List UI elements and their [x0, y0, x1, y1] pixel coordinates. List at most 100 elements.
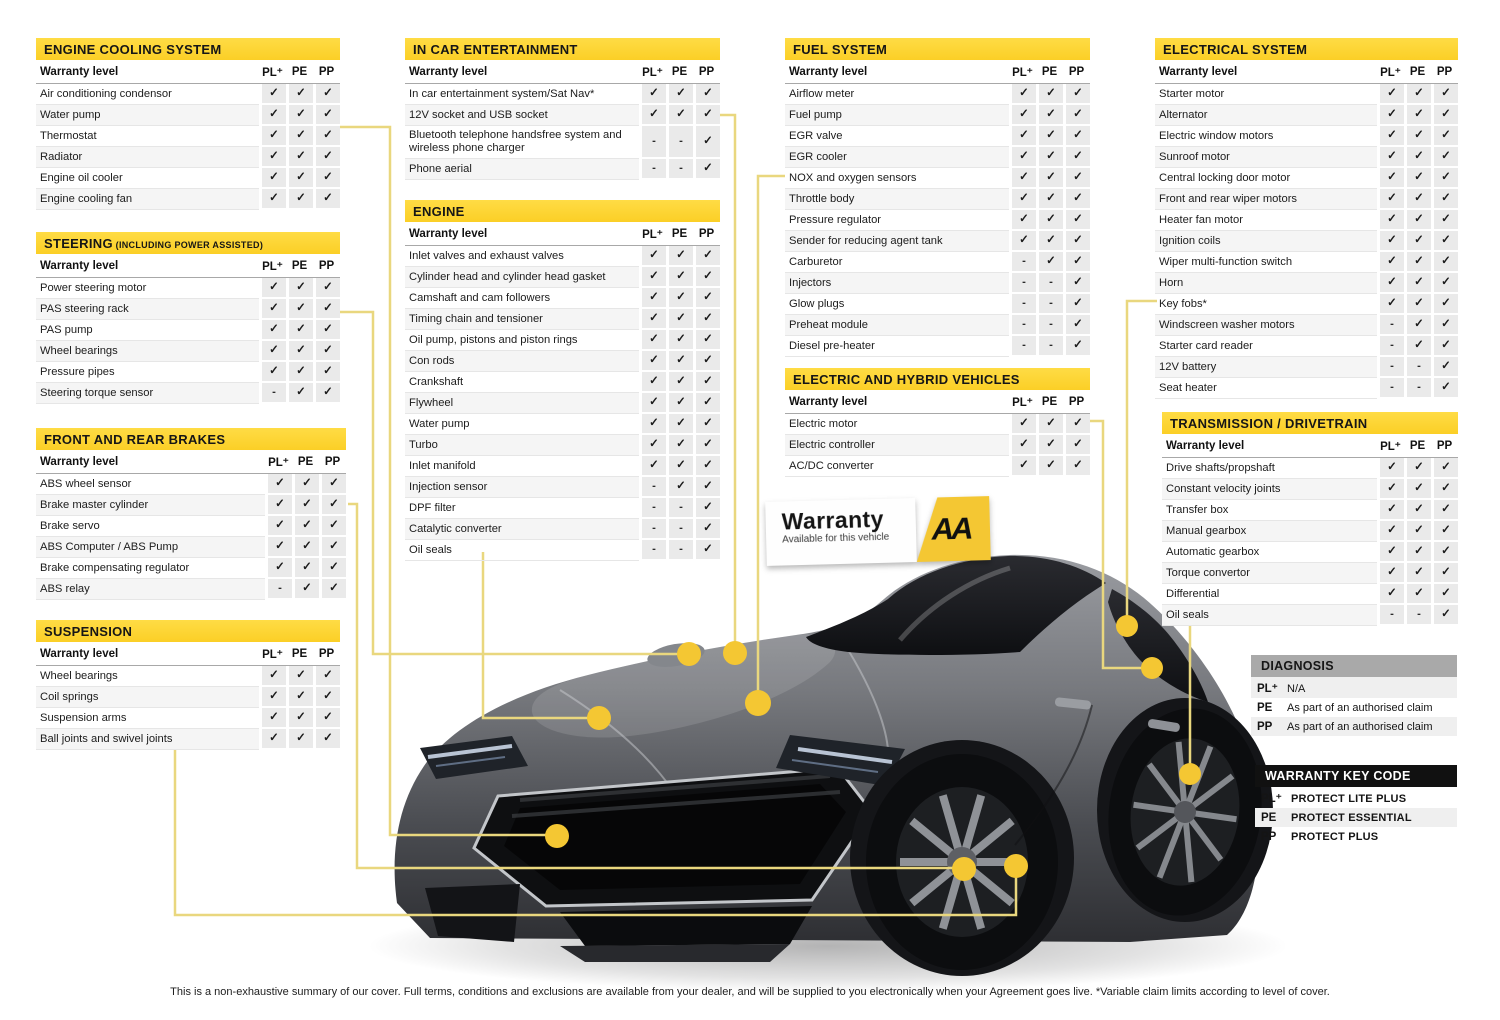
table-row: Electric window motors ✓ ✓ ✓ [1155, 126, 1458, 147]
level-code: PP [1257, 721, 1273, 733]
part-label: Phone aerial [405, 159, 639, 180]
check-mark: ✓ [1377, 273, 1404, 294]
level-description: PROTECT ESSENTIAL [1291, 812, 1412, 824]
check-mark: ✓ [1377, 231, 1404, 252]
check-mark: ✓ [666, 330, 693, 351]
part-label: Front and rear wiper motors [1155, 189, 1377, 210]
part-label: Timing chain and tensioner [405, 309, 639, 330]
check-mark: ✓ [1377, 147, 1404, 168]
table-engine: ENGINE Warranty level PL⁺ PE PP Inlet valves … [405, 200, 720, 561]
check-mark: ✓ [1063, 294, 1090, 315]
coverage-table: Warranty level PL⁺ PE PP Air conditioning co… [36, 62, 340, 210]
part-label: Con rods [405, 351, 639, 372]
table-row: Water pump ✓ ✓ ✓ [405, 414, 720, 435]
car-headlight-left [420, 736, 528, 779]
table-row: Steering torque sensor - ✓ ✓ [36, 383, 340, 404]
check-mark: ✓ [1036, 456, 1063, 477]
part-label: Coil springs [36, 687, 259, 708]
part-label: Camshaft and cam followers [405, 288, 639, 309]
check-mark: ✓ [1431, 231, 1458, 252]
key-row: PP As part of an authorised claim [1251, 717, 1457, 736]
part-label: Wiper multi-function switch [1155, 252, 1377, 273]
dash-mark: - [1377, 336, 1404, 357]
check-mark: ✓ [259, 147, 286, 168]
part-label: Constant velocity joints [1162, 479, 1377, 500]
check-mark: ✓ [1404, 231, 1431, 252]
table-row: Suspension arms ✓ ✓ ✓ [36, 708, 340, 729]
table-row: Sunroof motor ✓ ✓ ✓ [1155, 147, 1458, 168]
part-label: Fuel pump [785, 105, 1009, 126]
column-header-warranty-level: Warranty level [36, 452, 265, 474]
connector-engine [481, 552, 599, 720]
column-header-pp: PP [1431, 62, 1458, 84]
column-header-pe: PE [286, 256, 313, 278]
car-rear-wheel [1108, 708, 1262, 916]
table-title-steering: STEERING (INCLUDING POWER ASSISTED) [36, 232, 340, 254]
callout-dot-steering [677, 642, 701, 666]
table-row: AC/DC converter ✓ ✓ ✓ [785, 456, 1090, 477]
table-row: Horn ✓ ✓ ✓ [1155, 273, 1458, 294]
check-mark: ✓ [1431, 252, 1458, 273]
callout-dot-transmission [1179, 763, 1201, 785]
check-mark: ✓ [313, 168, 340, 189]
column-header-pp: PP [319, 452, 346, 474]
check-mark: ✓ [639, 414, 666, 435]
part-label: Horn [1155, 273, 1377, 294]
table-title-cooling: ENGINE COOLING SYSTEM [36, 38, 340, 60]
check-mark: ✓ [286, 299, 313, 320]
part-label: Catalytic converter [405, 519, 639, 540]
table-fuel-system: FUEL SYSTEM Warranty level PL⁺ PE PP Airflow … [785, 38, 1090, 357]
part-label: Starter card reader [1155, 336, 1377, 357]
table-row: 12V socket and USB socket ✓ ✓ ✓ [405, 105, 720, 126]
check-mark: ✓ [1063, 231, 1090, 252]
check-mark: ✓ [1377, 294, 1404, 315]
part-label: Alternator [1155, 105, 1377, 126]
check-mark: ✓ [286, 168, 313, 189]
check-mark: ✓ [1009, 84, 1036, 105]
car-headlight-right [776, 735, 905, 786]
check-mark: ✓ [1063, 315, 1090, 336]
part-label: Seat heater [1155, 378, 1377, 399]
table-row: Alternator ✓ ✓ ✓ [1155, 105, 1458, 126]
check-mark: ✓ [1404, 147, 1431, 168]
table-row: Injection sensor - ✓ ✓ [405, 477, 720, 498]
warranty-key-code-box: WARRANTY KEY CODE PL⁺ PROTECT LITE PLUS PE P… [1255, 765, 1457, 846]
check-mark: ✓ [1036, 189, 1063, 210]
column-header-pe: PE [1404, 62, 1431, 84]
part-label: Transfer box [1162, 500, 1377, 521]
diagnosis-box: DIAGNOSIS PL⁺ N/A PE As part of an authorise… [1251, 655, 1457, 736]
part-label: Torque convertor [1162, 563, 1377, 584]
check-mark: ✓ [1431, 84, 1458, 105]
key-row: PE PROTECT ESSENTIAL [1255, 808, 1457, 827]
check-mark: ✓ [1404, 252, 1431, 273]
check-mark: ✓ [693, 393, 720, 414]
table-row: Inlet valves and exhaust valves ✓ ✓ ✓ [405, 246, 720, 267]
dash-mark: - [666, 540, 693, 561]
coverage-table: Warranty level PL⁺ PE PP Airflow meter ✓ ✓ ✓ Fue… [785, 62, 1090, 357]
check-mark: ✓ [292, 474, 319, 495]
check-mark: ✓ [1009, 189, 1036, 210]
dash-mark: - [1009, 252, 1036, 273]
table-row: ABS relay - ✓ ✓ [36, 579, 346, 600]
part-label: Starter motor [1155, 84, 1377, 105]
column-header-pl: PL⁺ [1009, 62, 1036, 84]
aa-logo-text: AA [931, 510, 971, 547]
key-row: PP PROTECT PLUS [1255, 827, 1457, 846]
check-mark: ✓ [1009, 147, 1036, 168]
coverage-table: Warranty level PL⁺ PE PP ABS wheel sensor ✓ ✓ ✓… [36, 452, 346, 600]
part-label: Radiator [36, 147, 259, 168]
level-description: As part of an authorised claim [1287, 702, 1433, 714]
table-row: Electric controller ✓ ✓ ✓ [785, 435, 1090, 456]
dash-mark: - [1009, 336, 1036, 357]
level-code: PE [1257, 702, 1273, 714]
check-mark: ✓ [319, 558, 346, 579]
check-mark: ✓ [1431, 479, 1458, 500]
check-mark: ✓ [292, 495, 319, 516]
check-mark: ✓ [1404, 563, 1431, 584]
table-row: Starter card reader - ✓ ✓ [1155, 336, 1458, 357]
check-mark: ✓ [1404, 584, 1431, 605]
check-mark: ✓ [639, 84, 666, 105]
check-mark: ✓ [693, 456, 720, 477]
